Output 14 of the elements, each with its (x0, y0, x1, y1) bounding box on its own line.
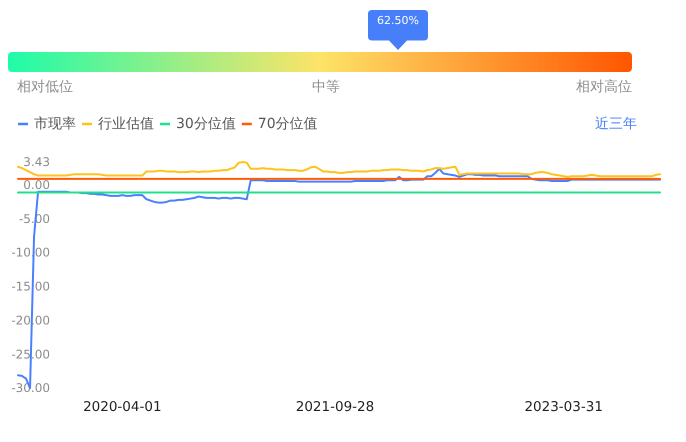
y-tick-label: 0.00 (23, 178, 50, 192)
legend-label: 70分位值 (258, 116, 318, 132)
y-tick-label: 3.43 (23, 154, 50, 169)
legend-label: 30分位值 (176, 116, 236, 132)
x-tick-label: 2023-03-31 (524, 399, 603, 415)
x-tick-label: 2021-09-28 (296, 399, 374, 415)
text: 相对低位 (17, 79, 73, 95)
text: 中等 (312, 79, 340, 95)
data-label: 62.50% (377, 14, 419, 26)
x-tick-label: 2020-04-01 (83, 399, 162, 415)
legend-label: 行业估值 (98, 116, 154, 132)
legend-label: 市现率 (34, 116, 76, 132)
text: 近三年 (595, 116, 637, 132)
text: 相对高位 (576, 79, 632, 95)
